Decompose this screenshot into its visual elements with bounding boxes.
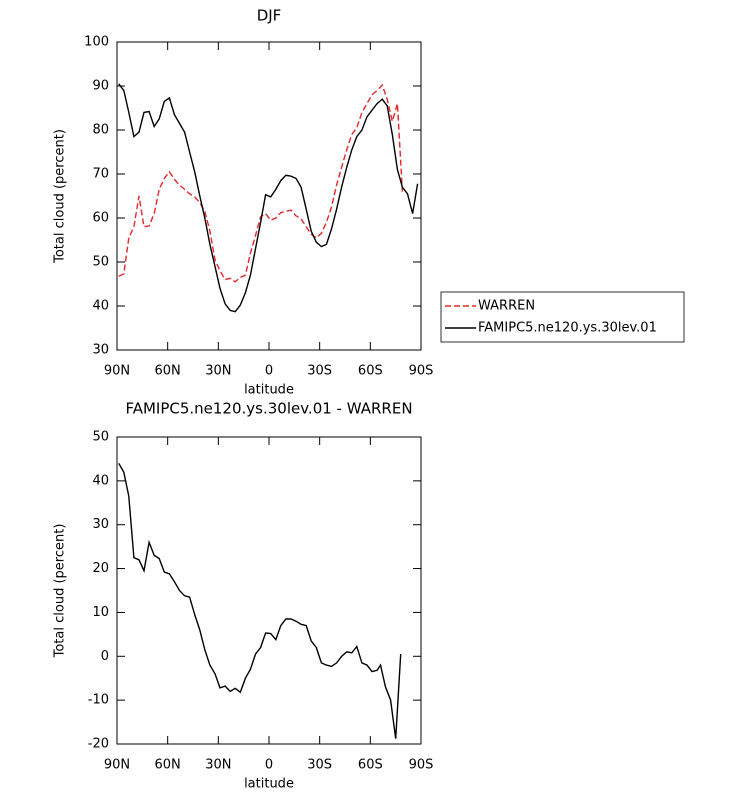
x-tick-label: 30N bbox=[205, 364, 231, 379]
x-tick-label: 60S bbox=[358, 758, 383, 773]
y-tick-label: 10 bbox=[92, 605, 109, 620]
y-tick-label: 70 bbox=[92, 167, 109, 182]
x-tick-label: 30N bbox=[205, 758, 231, 773]
x-tick-label: 90S bbox=[409, 364, 434, 379]
y-tick-label: 80 bbox=[92, 123, 109, 138]
y-tick-label: 30 bbox=[92, 517, 109, 532]
y-axis-label: Total cloud (percent) bbox=[53, 129, 68, 264]
y-tick-label: 90 bbox=[92, 79, 109, 94]
x-tick-label: 60N bbox=[155, 758, 181, 773]
legend-box bbox=[440, 291, 685, 343]
chart-title: FAMIPC5.ne120.ys.30lev.01 - WARREN bbox=[125, 400, 412, 418]
x-tick-label: 60S bbox=[358, 364, 383, 379]
y-axis-label: Total cloud (percent) bbox=[53, 524, 68, 659]
y-tick-label: 40 bbox=[92, 299, 109, 314]
legend-label: FAMIPC5.ne120.ys.30lev.01 bbox=[478, 321, 657, 336]
data-line bbox=[118, 83, 404, 283]
y-tick-label: 30 bbox=[92, 343, 109, 358]
x-tick-label: 30S bbox=[307, 364, 332, 379]
x-axis-label: latitude bbox=[244, 777, 294, 792]
x-tick-label: 60N bbox=[155, 364, 181, 379]
plot-frame bbox=[116, 436, 422, 745]
y-tick-label: 0 bbox=[101, 649, 109, 664]
y-tick-label: -10 bbox=[88, 693, 109, 708]
y-tick-label: -20 bbox=[88, 737, 109, 752]
data-line bbox=[118, 462, 402, 739]
y-tick-label: 20 bbox=[92, 561, 109, 576]
data-line bbox=[118, 83, 419, 313]
x-axis-label: latitude bbox=[244, 383, 294, 398]
y-tick-label: 40 bbox=[92, 473, 109, 488]
y-tick-label: 60 bbox=[92, 211, 109, 226]
x-tick-label: 0 bbox=[265, 364, 273, 379]
chart-title: DJF bbox=[257, 7, 282, 25]
x-tick-label: 90N bbox=[104, 758, 130, 773]
x-tick-label: 90N bbox=[104, 364, 130, 379]
y-tick-label: 100 bbox=[84, 35, 109, 50]
x-tick-label: 0 bbox=[265, 758, 273, 773]
y-tick-label: 50 bbox=[92, 430, 109, 445]
legend-label: WARREN bbox=[478, 299, 535, 314]
x-tick-label: 30S bbox=[307, 758, 332, 773]
x-tick-label: 90S bbox=[409, 758, 434, 773]
y-tick-label: 50 bbox=[92, 255, 109, 270]
